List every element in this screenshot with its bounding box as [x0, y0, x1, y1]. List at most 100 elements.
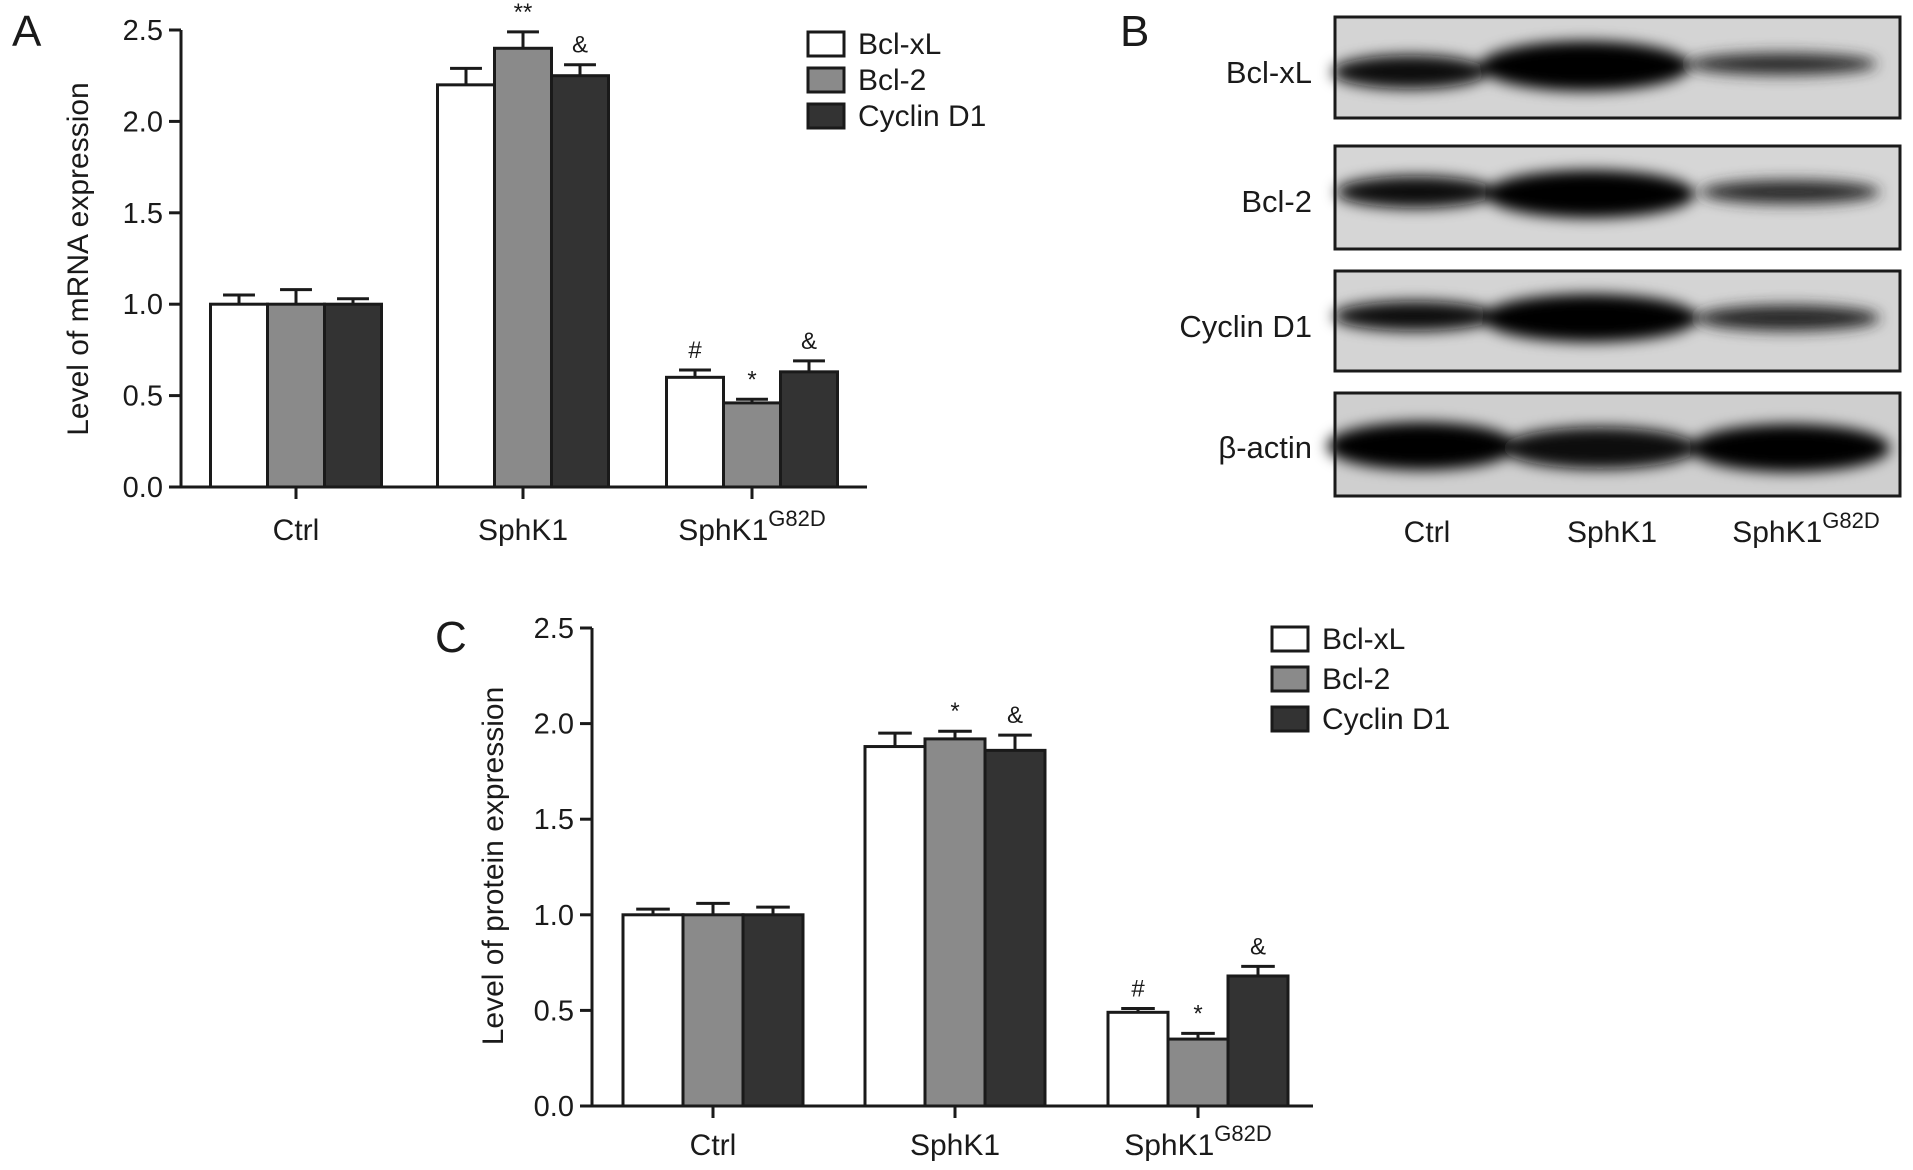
blot-row-beta-actin: β-actin — [1218, 391, 1902, 498]
bar-bcl-xl — [1106, 1010, 1170, 1108]
legend-item: Bcl-xL — [806, 28, 941, 61]
legend-item: Bcl-2 — [806, 64, 926, 97]
blot-row-label: Cyclin D1 — [1179, 309, 1312, 344]
blot-lane-label: SphK1 — [1567, 516, 1657, 549]
significance-mark: * — [950, 698, 959, 725]
bar-cyclin-d1 — [550, 74, 610, 489]
bar-bcl-xl — [209, 302, 269, 489]
chart-c-y-ticks: 0.0 0.5 1.0 1.5 2.0 2.5 — [534, 613, 592, 1123]
blot-row-cyclin-d1: Cyclin D1 — [1179, 269, 1902, 373]
blot-row-label: Bcl-xL — [1226, 55, 1312, 90]
legend-item: Cyclin D1 — [1270, 703, 1450, 736]
western-blot: Bcl-xL Bcl-2 Cyclin D1 — [1179, 15, 1902, 549]
chart-c-y-axis-label: Level of protein expression — [477, 687, 510, 1046]
blot-bands — [1327, 422, 1890, 472]
panel-label-c: C — [435, 613, 467, 662]
chart-c-axes — [590, 628, 1313, 1108]
bar-bcl-2 — [266, 302, 326, 489]
bar-bcl-2 — [1166, 1037, 1230, 1108]
y-tick-label: 2.5 — [123, 15, 163, 47]
significance-mark: * — [1193, 1000, 1202, 1027]
bar-bcl-xl — [621, 913, 685, 1108]
bar-cyclin-d1 — [1226, 974, 1290, 1108]
blot-lane-label: SphK1G82D — [1732, 508, 1880, 549]
blot-lane-labels: Ctrl SphK1 SphK1G82D — [1404, 508, 1880, 549]
significance-mark: ** — [514, 0, 533, 26]
legend-swatch — [1270, 705, 1310, 733]
y-tick-label: 1.0 — [123, 289, 163, 321]
blot-row-label: β-actin — [1218, 430, 1312, 465]
bar-bcl-xl — [665, 375, 725, 489]
bar-bcl-2 — [923, 737, 987, 1108]
chart-a-y-axis-label: Level of mRNA expression — [62, 82, 95, 436]
x-tick-label: Ctrl — [273, 514, 320, 547]
y-tick-label: 2.0 — [123, 106, 163, 138]
blot-row-bcl-xl: Bcl-xL — [1226, 15, 1902, 120]
legend-swatch — [1270, 665, 1310, 693]
chart-c-legend: Bcl-xL Bcl-2 Cyclin D1 — [1270, 623, 1450, 736]
legend-label: Bcl-2 — [858, 64, 926, 97]
significance-mark: & — [572, 32, 588, 59]
legend-label: Bcl-xL — [858, 28, 941, 61]
legend-swatch — [1270, 625, 1310, 653]
bar-cyclin-d1 — [779, 370, 839, 489]
chart-a-error-bars — [223, 30, 825, 403]
x-tick-label: SphK1G82D — [1124, 1121, 1272, 1162]
bar-cyclin-d1 — [741, 913, 805, 1108]
blot-row-bcl-2: Bcl-2 — [1241, 144, 1902, 251]
y-tick-label: 0.0 — [534, 1091, 574, 1123]
blot-lane-label: Ctrl — [1404, 516, 1451, 549]
bar-cyclin-d1 — [323, 302, 383, 489]
blot-row-label: Bcl-2 — [1241, 184, 1312, 219]
bar-bcl-2 — [493, 46, 553, 489]
chart-c-bars — [621, 737, 1290, 1108]
chart-a-y-ticks: 0.0 0.5 1.0 1.5 2.0 2.5 — [123, 15, 181, 504]
legend-item: Bcl-xL — [1270, 623, 1405, 656]
legend-swatch — [806, 30, 846, 58]
blot-bands — [1333, 294, 1880, 342]
x-tick-label: SphK1G82D — [678, 506, 826, 547]
legend-label: Cyclin D1 — [858, 100, 986, 133]
chart-a-bars — [209, 46, 839, 489]
significance-mark: & — [1007, 702, 1023, 729]
bar-bcl-xl — [436, 83, 496, 489]
significance-mark: * — [747, 366, 756, 393]
legend-swatch — [806, 66, 846, 94]
bar-bcl-2 — [722, 401, 782, 489]
y-tick-label: 1.5 — [123, 198, 163, 230]
blot-bands — [1332, 41, 1877, 91]
blot-bands — [1336, 170, 1880, 218]
chart-a-mrna: #***&& 0.00.51.01.52.02.5 Ctrl SphK1 SphK1… — [62, 0, 986, 547]
legend-item: Cyclin D1 — [806, 100, 986, 133]
bar-bcl-xl — [863, 745, 927, 1108]
legend-item: Bcl-2 — [1270, 663, 1390, 696]
y-tick-label: 2.0 — [534, 709, 574, 741]
x-tick-label: SphK1 — [478, 514, 568, 547]
significance-mark: & — [801, 328, 817, 355]
panel-label-a: A — [12, 7, 42, 56]
significance-mark: # — [1131, 975, 1145, 1002]
bar-bcl-2 — [681, 913, 745, 1108]
significance-mark: # — [688, 337, 702, 364]
y-tick-label: 0.5 — [534, 995, 574, 1027]
chart-c-protein: # * * & & 0.0 0.5 1.0 1.5 2.0 2.5 Ctrl SphK1 SphK1G… — [477, 613, 1450, 1162]
chart-c-significance-marks: # * * & & — [950, 698, 1266, 1027]
y-tick-label: 1.0 — [534, 900, 574, 932]
y-tick-label: 0.5 — [123, 381, 163, 413]
x-tick-label: Ctrl — [690, 1129, 737, 1162]
chart-c-error-bars — [636, 729, 1275, 1040]
y-tick-label: 2.5 — [534, 613, 574, 645]
chart-c-x-ticks: Ctrl SphK1 SphK1G82D — [690, 1106, 1272, 1162]
significance-mark: & — [1250, 933, 1266, 960]
panel-label-b: B — [1120, 7, 1149, 56]
y-tick-label: 0.0 — [123, 472, 163, 504]
bar-cyclin-d1 — [983, 748, 1047, 1108]
legend-swatch — [806, 102, 846, 130]
chart-a-x-ticks: Ctrl SphK1 SphK1G82D — [273, 487, 826, 547]
y-tick-label: 1.5 — [534, 804, 574, 836]
chart-a-significance-marks: #***&& — [514, 0, 817, 393]
legend-label: Bcl-2 — [1322, 663, 1390, 696]
x-tick-label: SphK1 — [910, 1129, 1000, 1162]
